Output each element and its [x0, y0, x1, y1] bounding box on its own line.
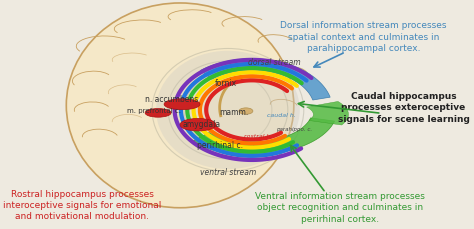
Ellipse shape	[239, 108, 253, 114]
Text: perirhinal c.: perirhinal c.	[197, 141, 243, 150]
Ellipse shape	[145, 109, 171, 117]
Ellipse shape	[164, 99, 200, 110]
Ellipse shape	[214, 141, 254, 150]
Text: Rostral hippocampus processes
interoceptive signals for emotional
and motivation: Rostral hippocampus processes interocept…	[3, 190, 162, 221]
Text: m. prefrontal c.: m. prefrontal c.	[127, 108, 181, 114]
Text: Dorsal information stream processes
spatial context and culminates in
parahippoc: Dorsal information stream processes spat…	[281, 21, 447, 53]
Text: n. accumbens: n. accumbens	[146, 95, 199, 104]
Ellipse shape	[180, 118, 216, 131]
Text: caudal h.: caudal h.	[267, 113, 296, 118]
Text: amygdala: amygdala	[183, 120, 221, 129]
Ellipse shape	[156, 51, 300, 169]
Ellipse shape	[66, 3, 294, 208]
Text: ventral stream: ventral stream	[200, 168, 256, 177]
Polygon shape	[201, 59, 330, 100]
Text: dorsal stream: dorsal stream	[247, 58, 300, 67]
Text: mamm.: mamm.	[219, 108, 248, 117]
Polygon shape	[191, 118, 335, 155]
Text: rostral h.: rostral h.	[244, 134, 272, 139]
Text: Caudal hippocampus
processes exteroceptive
signals for scene learning: Caudal hippocampus processes exterocepti…	[337, 92, 469, 124]
Polygon shape	[307, 101, 348, 125]
Text: parahippo. c.: parahippo. c.	[276, 127, 312, 132]
Text: Ventral information stream processes
object recognition and culminates in
perirh: Ventral information stream processes obj…	[255, 192, 425, 224]
Text: fornix: fornix	[215, 79, 237, 88]
